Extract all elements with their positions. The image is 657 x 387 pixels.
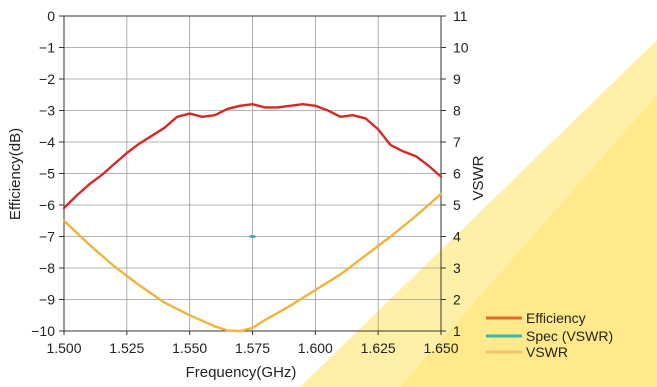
y-tick-label: −2	[39, 71, 55, 87]
x-tick-label: 1.650	[423, 340, 458, 356]
x-tick-label: 1.600	[298, 340, 333, 356]
x-tick-label: 1.550	[172, 340, 207, 356]
y2-tick-label: 8	[453, 103, 461, 119]
y2-tick-label: 2	[453, 292, 461, 308]
plot-frame	[59, 15, 446, 335]
y-tick-label: −3	[39, 103, 55, 119]
y-tick-label: 0	[47, 8, 55, 24]
x-tick-label: 1.500	[46, 340, 81, 356]
y2-tick-label: 1	[453, 323, 461, 339]
y2-tick-label: 4	[453, 229, 461, 245]
legend-efficiency-label: Efficiency	[526, 310, 586, 326]
x-axis-title: Frequency(GHz)	[186, 364, 297, 381]
y2-tick-label: 9	[453, 71, 461, 87]
y-tick-labels: 0 −1 −2 −3 −4 −5 −6 −7 −8 −9 −10	[31, 8, 55, 339]
series-lines	[62, 102, 443, 333]
y-axis-title: Efficiency(dB)	[7, 128, 24, 220]
y-tick-label: −7	[39, 229, 55, 245]
legend-spec-label: Spec (VSWR)	[526, 328, 613, 344]
x-tick-label: 1.525	[109, 340, 144, 356]
y-tick-label: −4	[39, 134, 55, 150]
watermark-shape	[300, 40, 657, 387]
y2-tick-label: 5	[453, 197, 461, 213]
x-tick-label: 1.625	[361, 340, 396, 356]
y-tick-label: −1	[39, 40, 55, 56]
grid-lines	[63, 15, 442, 332]
y2-tick-label: 11	[453, 8, 468, 24]
legend-vswr-label: VSWR	[526, 344, 568, 360]
y-tick-label: −10	[31, 323, 55, 339]
y-tick-label: −8	[39, 260, 55, 276]
y-tick-label: −6	[39, 197, 55, 213]
y2-tick-label: 10	[453, 40, 469, 56]
y2-tick-label: 3	[453, 260, 461, 276]
y-tick-label: −5	[39, 166, 55, 182]
y2-axis-title: VSWR	[470, 155, 487, 200]
series-line-vswr	[62, 192, 443, 333]
y2-tick-label: 6	[453, 166, 461, 182]
series-line-efficiency	[62, 102, 443, 210]
y2-tick-label: 7	[453, 134, 461, 150]
y2-tick-labels: 11 10 9 8 7 6 5 4 3 2 1	[453, 8, 469, 339]
y-tick-label: −9	[39, 292, 55, 308]
x-tick-label: 1.575	[235, 340, 270, 356]
watermark-band	[300, 40, 657, 387]
x-tick-labels: 1.500 1.525 1.550 1.575 1.600 1.625 1.650	[46, 340, 458, 356]
legend: Efficiency Spec (VSWR) VSWR	[486, 310, 613, 360]
